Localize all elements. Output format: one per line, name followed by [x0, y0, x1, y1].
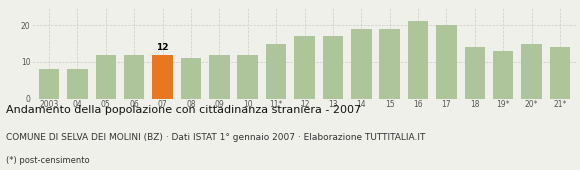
Bar [96, 55, 116, 99]
Bar [237, 55, 258, 99]
Bar [266, 44, 287, 99]
Bar [465, 47, 485, 99]
Bar [408, 21, 428, 99]
Text: Andamento della popolazione con cittadinanza straniera - 2007: Andamento della popolazione con cittadin… [6, 105, 361, 115]
Bar [351, 29, 372, 99]
Bar [209, 55, 230, 99]
Text: (*) post-censimento: (*) post-censimento [6, 156, 89, 165]
Text: COMUNE DI SELVA DEI MOLINI (BZ) · Dati ISTAT 1° gennaio 2007 · Elaborazione TUTT: COMUNE DI SELVA DEI MOLINI (BZ) · Dati I… [6, 133, 425, 142]
Bar [181, 58, 201, 99]
Bar [379, 29, 400, 99]
Bar [67, 69, 88, 99]
Text: 12: 12 [156, 43, 169, 52]
Bar [436, 25, 456, 99]
Bar [124, 55, 144, 99]
Bar [493, 51, 513, 99]
Bar [294, 36, 315, 99]
Bar [521, 44, 542, 99]
Bar [550, 47, 570, 99]
Bar [322, 36, 343, 99]
Bar [153, 55, 173, 99]
Bar [39, 69, 59, 99]
